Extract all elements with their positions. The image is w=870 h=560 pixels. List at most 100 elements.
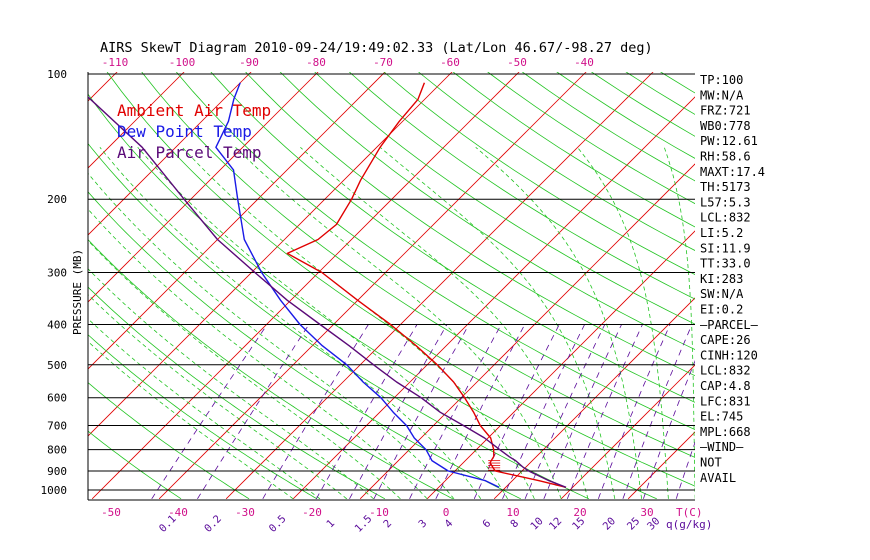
mixing-ratio-line	[502, 324, 585, 499]
dry-adiabat-line	[88, 93, 657, 500]
sounding-index-label: MPL:668	[700, 425, 751, 439]
sounding-index-label: FRZ:721	[700, 104, 751, 118]
sounding-index-label: LCL:832	[700, 364, 751, 378]
top-temperature-tick-label: -80	[306, 56, 326, 69]
mixing-ratio-axis: 0.1 0.2 0.5 1 1.5 2 3 4 6 8 10 12 15 20 25 30	[157, 513, 663, 535]
moist-adiabat-line	[99, 147, 482, 500]
mixing-ratio-tick-label: 6	[480, 517, 493, 530]
isotherm-line	[88, 72, 252, 236]
sounding-index-label: CAP:4.8	[700, 379, 751, 393]
dry-adiabat-line	[245, 72, 695, 377]
pressure-tick-label: 800	[47, 444, 67, 457]
sounding-index-label: —WIND—	[700, 440, 744, 454]
mixing-ratio-tick-label: 3	[416, 517, 429, 530]
isobar-lines	[87, 72, 695, 501]
bottom-temperature-tick-label: -40	[168, 506, 188, 519]
top-temperature-tick-label: -50	[507, 56, 527, 69]
bottom-temperature-tick-label: 10	[506, 506, 519, 519]
dry-adiabat-line	[88, 334, 318, 500]
temperature-unit-label: T(C)	[676, 506, 703, 519]
legend-dew-point-temp: Dew Point Temp	[117, 122, 252, 141]
top-temperature-tick-label: -70	[373, 56, 393, 69]
mixing-ratio-line	[622, 324, 693, 499]
mixing-ratio-line	[473, 324, 560, 499]
top-temperature-tick-label: -60	[440, 56, 460, 69]
surface-wind-barb	[488, 460, 501, 471]
pressure-tick-label: 200	[47, 193, 67, 206]
bottom-temperature-tick-label: 20	[573, 506, 586, 519]
mixing-ratio-tick-label: 20	[601, 515, 618, 532]
y-axis-label: PRESSURE (MB)	[71, 249, 84, 335]
dry-adiabat-line	[88, 191, 521, 500]
top-temperature-tick-label: -100	[169, 56, 196, 69]
bottom-temperature-axis: -50 -40 -30 -20 -10 0 10 20 30	[101, 506, 654, 519]
dry-adiabat-line	[175, 72, 695, 431]
dry-adiabat-line	[279, 72, 695, 351]
isotherm-line	[88, 72, 386, 370]
sounding-index-label: LFC:831	[700, 394, 751, 408]
isotherm-line	[88, 72, 319, 303]
bottom-temperature-tick-label: -30	[235, 506, 255, 519]
dry-adiabat-line	[348, 72, 695, 300]
isotherm-line	[88, 72, 453, 437]
mixing-ratio-tick-label: 10	[528, 515, 545, 532]
sounding-index-label: PW:12.61	[700, 134, 758, 148]
pressure-axis: 100 200 300 400 500 600 700 800 900 1000	[41, 68, 68, 497]
sounding-index-label: CAPE:26	[700, 333, 751, 347]
legend-ambient-air-temp: Ambient Air Temp	[117, 101, 271, 120]
sounding-index-label: SW:N/A	[700, 287, 744, 301]
bottom-temperature-tick-label: 0	[443, 506, 450, 519]
sounding-index-label: CINH:120	[700, 348, 758, 362]
isotherm-line	[493, 297, 695, 500]
sounding-index-label: LCL:832	[700, 211, 751, 225]
pressure-tick-label: 500	[47, 359, 67, 372]
mixing-ratio-tick-label: 1	[324, 517, 337, 530]
mixing-ratio-tick-label: 0.5	[267, 513, 289, 535]
dry-adiabat-line	[88, 286, 386, 500]
profile-series	[88, 82, 567, 488]
top-temperature-tick-label: -110	[102, 56, 129, 69]
ambient-air-temp-line	[286, 82, 567, 488]
isotherm-lines	[88, 55, 870, 500]
sounding-index-label: RH:58.6	[700, 150, 751, 164]
mixing-ratio-line	[373, 324, 470, 499]
top-temperature-tick-label: -40	[574, 56, 594, 69]
isotherm-line	[292, 96, 695, 500]
sounding-index-label: TP:100	[700, 73, 743, 87]
isotherm-line	[829, 55, 870, 499]
dry-adiabat-line	[88, 142, 589, 500]
pressure-tick-label: 900	[47, 465, 67, 478]
mixing-ratio-unit-label: q(g/kg)	[666, 518, 712, 531]
moist-adiabat-line	[88, 208, 428, 500]
sounding-index-label: NOT	[700, 456, 722, 470]
mixing-ratio-line	[349, 324, 448, 499]
top-temperature-axis: -110 -100 -90 -80 -70 -60 -50 -40	[102, 56, 594, 69]
mixing-ratio-line	[435, 324, 526, 499]
isotherm-line	[158, 72, 587, 500]
bottom-temperature-tick-label: 30	[640, 506, 653, 519]
sounding-index-label: —PARCEL—	[700, 318, 759, 332]
pressure-tick-label: 300	[47, 266, 67, 279]
dry-adiabat-line	[88, 382, 250, 500]
sounding-index-label: EL:745	[700, 410, 743, 424]
bottom-temperature-tick-label: -20	[302, 506, 322, 519]
mixing-ratio-tick-label: 8	[508, 517, 521, 530]
chart-title: AIRS SkewT Diagram 2010-09-24/19:49:02.3…	[100, 40, 653, 56]
pressure-tick-label: 1000	[41, 484, 68, 497]
pressure-tick-label: 700	[47, 420, 67, 433]
sounding-index-label: L57:5.3	[700, 195, 751, 209]
moist-adiabat-lines	[88, 146, 695, 500]
sounding-index-label: KI:283	[700, 272, 743, 286]
isotherm-line	[762, 55, 870, 499]
dry-adiabat-line	[141, 72, 695, 458]
dry-adiabat-line	[694, 72, 695, 73]
isotherm-line	[426, 230, 695, 500]
mixing-ratio-line	[315, 324, 418, 500]
mixing-ratio-line	[262, 324, 369, 500]
pressure-tick-label: 100	[47, 68, 67, 81]
dry-adiabat-line	[88, 430, 182, 500]
mixing-ratio-line	[543, 324, 622, 499]
dry-adiabat-line	[418, 72, 695, 251]
